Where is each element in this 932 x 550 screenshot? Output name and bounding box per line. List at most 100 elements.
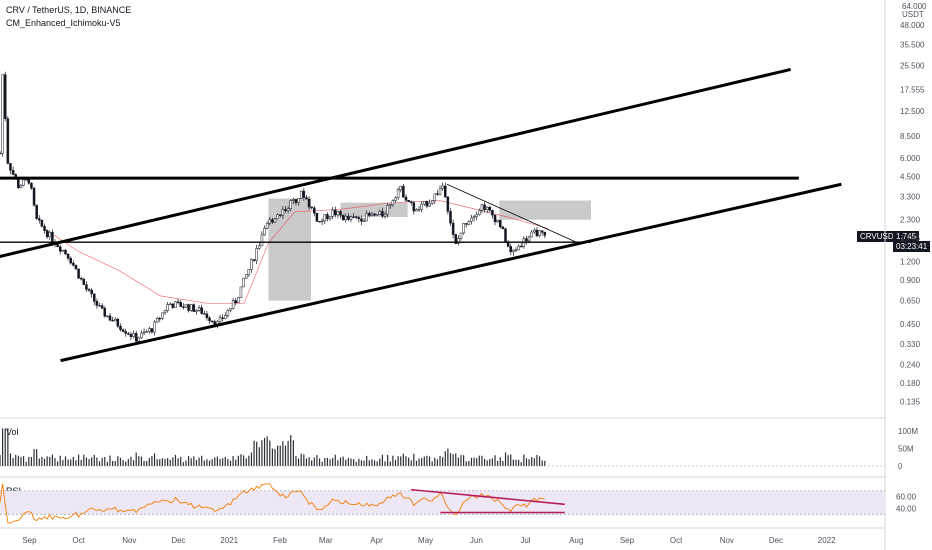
volume-bar [468,460,470,466]
candle-body [430,200,434,204]
candle-body [100,305,104,309]
volume-bar [321,461,323,466]
volume-bar [531,457,533,466]
ichimoku-cloud [499,200,591,220]
volume-bar [206,459,208,466]
candle-body [108,315,112,321]
candle-body [119,325,122,331]
volume-bar [187,456,190,466]
volume-bar [295,455,297,466]
volume-bar [337,460,339,466]
price-tick-label: 0.180 [900,379,921,388]
volume-bar [510,454,512,466]
price-tick-label: 3.300 [900,193,921,202]
trendline-channel-upper [0,67,792,258]
volume-bar [127,458,129,466]
rsi-tick-label: 40.00 [896,504,917,513]
volume-bar [536,454,538,466]
volume-bar [122,460,124,466]
volume-bar [15,454,17,466]
candle-body [289,200,292,209]
candle-body [3,74,7,119]
candle-body [43,225,46,231]
candle-body [472,216,476,219]
volume-bar [222,458,224,466]
volume-bar [51,454,53,466]
candle-body [187,304,190,311]
candle-body [485,206,489,210]
candle-body [417,209,421,211]
candle-body [459,232,463,239]
volume-bar [67,459,69,466]
volume-bar [426,455,428,466]
candle-body [491,210,494,216]
candle-body [299,190,303,199]
indicator-label[interactable]: CM_Enhanced_Ichimoku-V5 [6,18,121,28]
time-tick-label: Jun [470,536,483,545]
volume-bar [214,457,216,466]
candle-body [391,200,395,205]
time-tick-label: Sep [22,536,37,545]
volume-bar [292,440,294,466]
candle-body [242,277,245,288]
candle-body [273,218,277,223]
volume-bar [114,461,116,466]
candle-body [6,118,10,164]
volume-bar [180,456,182,466]
candle-body [200,307,203,314]
volume-bar [109,455,111,466]
candle-body [307,198,311,208]
volume-bar [159,459,161,466]
volume-bar [22,456,25,466]
candle-body [208,317,211,322]
volume-bar [528,459,530,466]
volume-bar [525,458,528,466]
volume-bar [135,452,137,466]
candle-body [420,203,423,210]
volume-bar [329,459,331,466]
candle-body [40,219,44,227]
candle-body [454,234,457,244]
volume-bar [518,459,520,466]
volume-bar [41,456,43,466]
volume-bar [201,455,203,466]
volume-bar [153,453,156,466]
candle-body [45,230,49,238]
volume-bar [46,456,48,466]
candle-body [121,329,125,332]
candle-body [423,201,426,205]
price-tick-label: 0.900 [900,276,921,285]
candle-body [310,206,313,209]
candle-body [210,320,214,322]
candle-body [103,307,107,317]
candle-body [19,185,23,189]
candle-body [192,304,196,312]
volume-bar [363,460,365,466]
candle-body [286,208,290,211]
volume-bar [387,454,389,466]
volume-bar [447,448,449,466]
candle-body [347,215,350,220]
candle-body [302,190,306,198]
candle-body [462,223,465,234]
candle-body [378,211,382,215]
volume-bar [326,457,328,466]
volume-bar [211,459,213,466]
volume-bar [497,461,499,466]
candle-body [446,196,450,212]
candle-body [415,209,418,212]
volume-bar [49,456,51,466]
candle-body [163,310,167,314]
volume-bar [473,457,475,466]
candle-body [231,300,235,309]
rsi-band [0,490,885,515]
candle-body [488,206,492,211]
candle-body [66,253,70,259]
volume-bar [339,457,342,466]
volume-bar [261,440,263,466]
candle-body [467,221,471,225]
volume-bar [410,460,412,466]
candle-body [30,182,33,189]
time-tick-label: Mar [319,536,333,545]
